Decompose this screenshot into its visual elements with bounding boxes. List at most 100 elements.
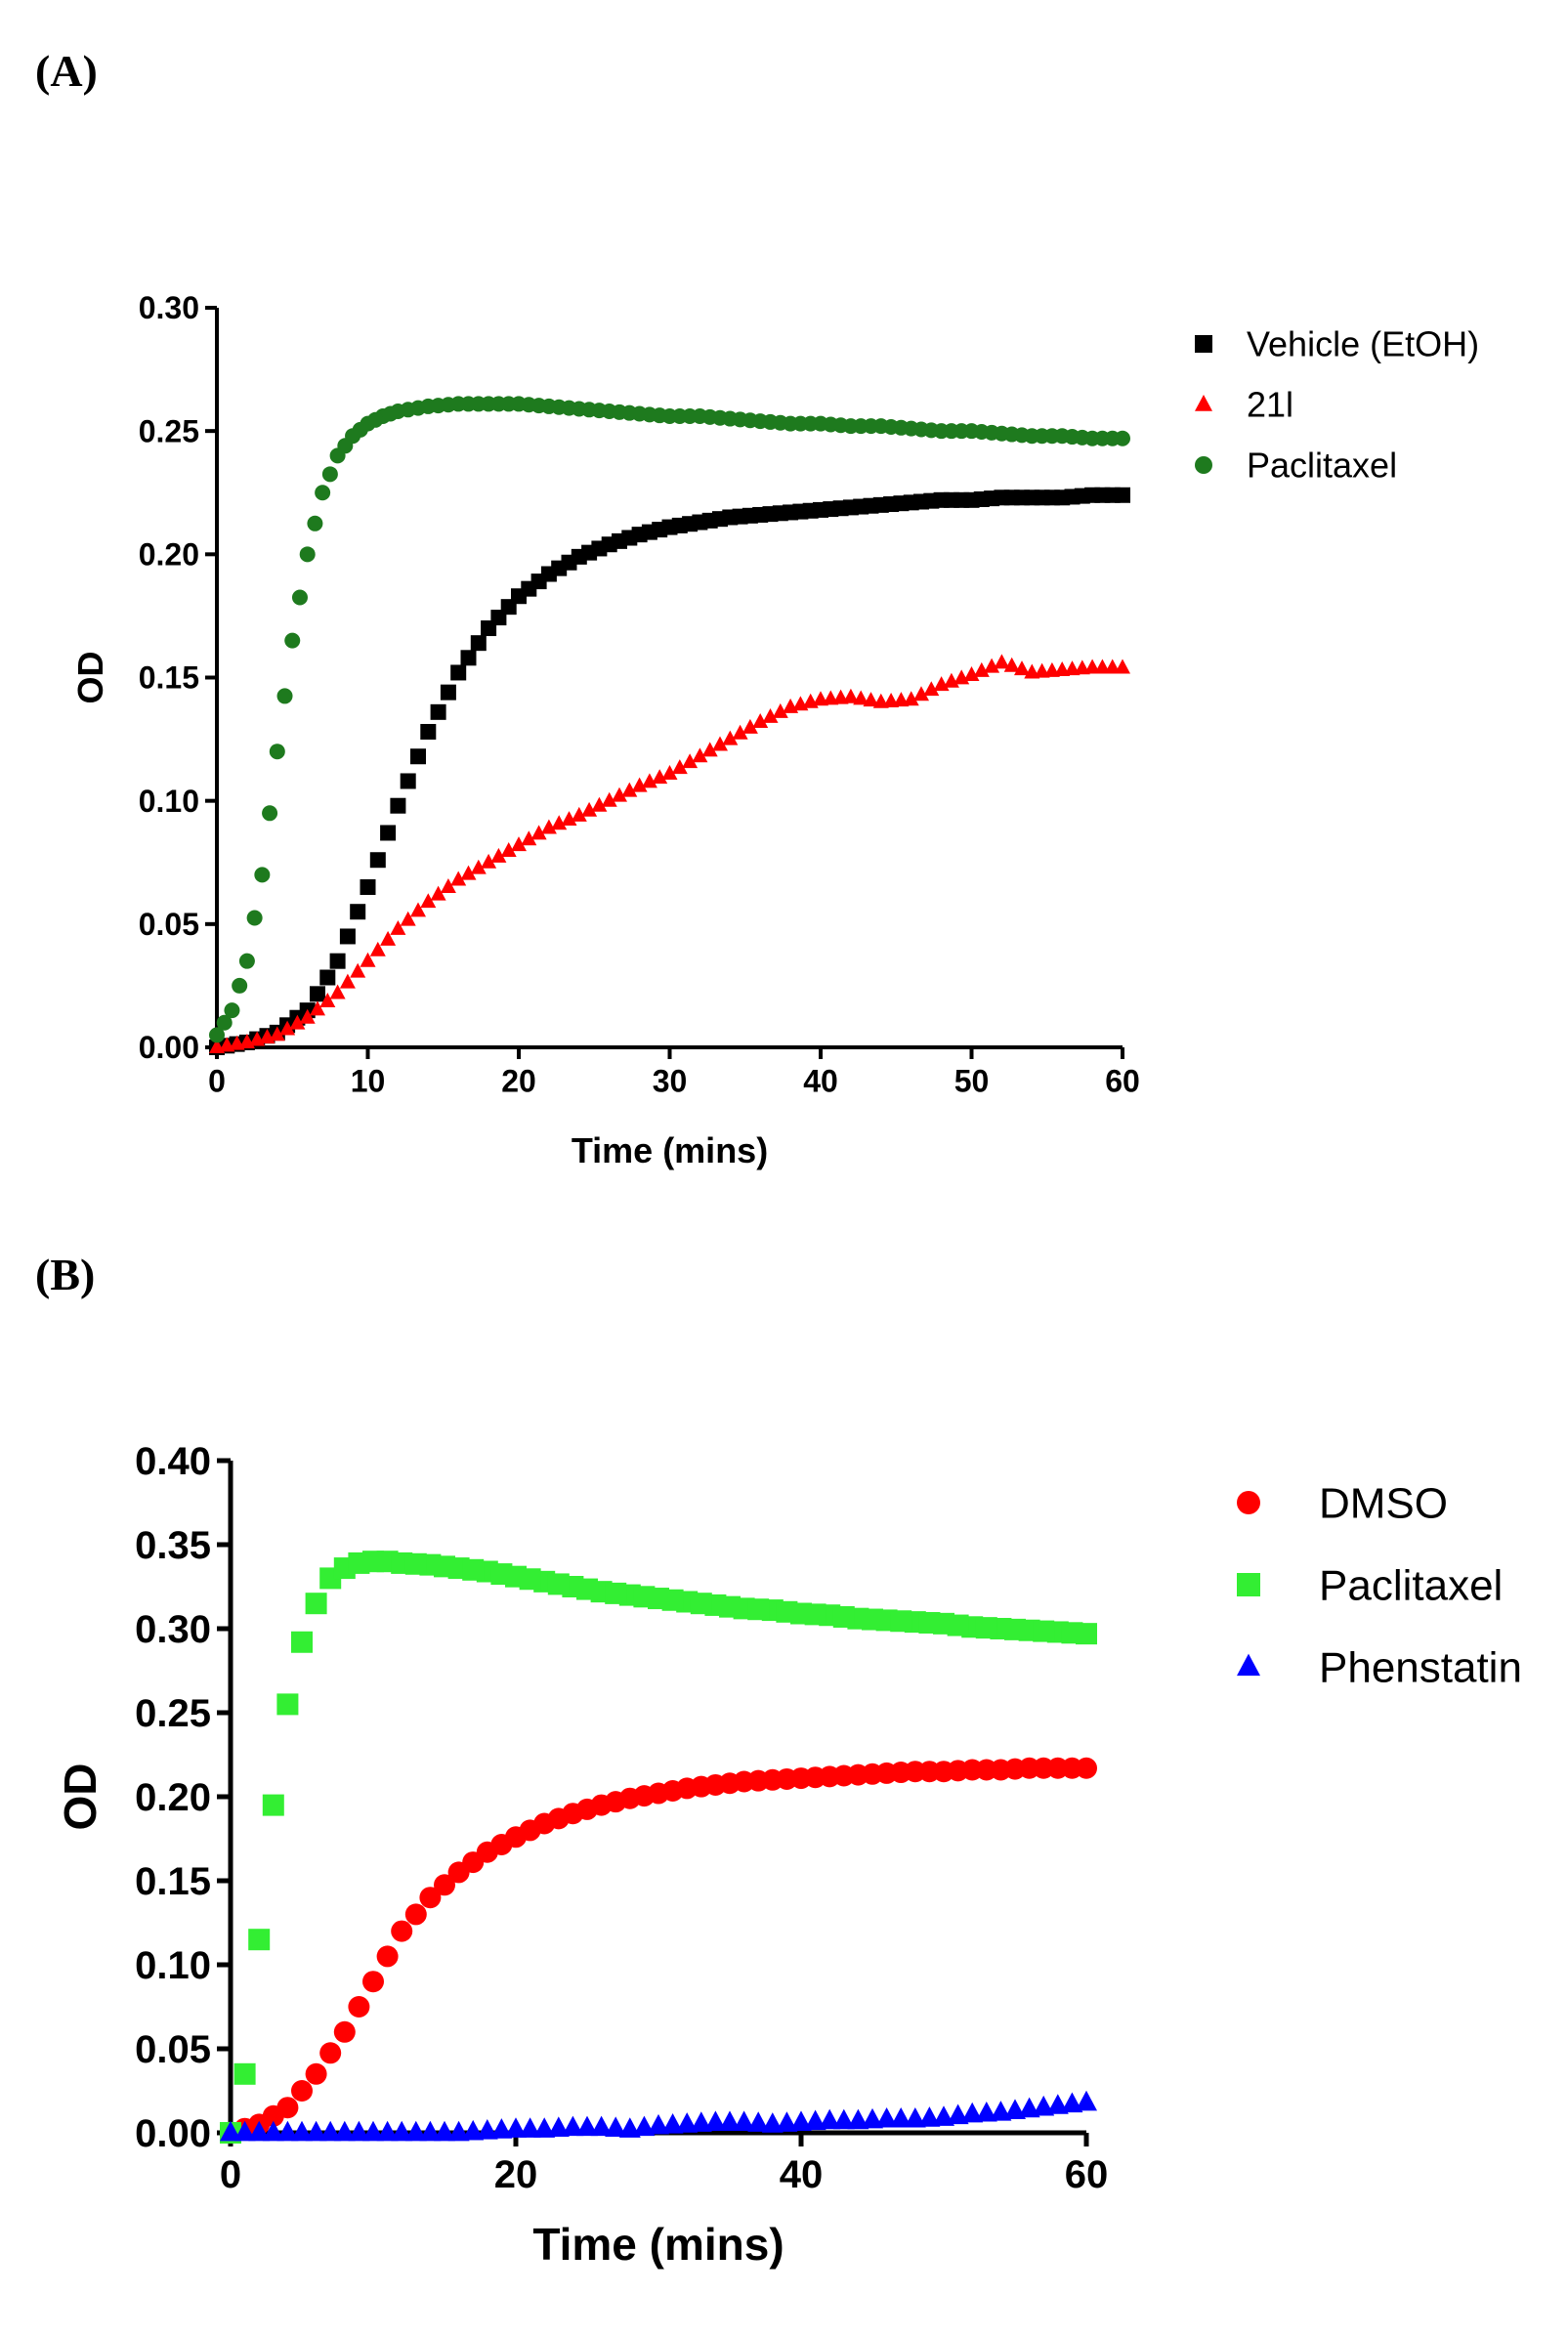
data-point (863, 692, 879, 707)
data-point (276, 1693, 299, 1716)
data-point (776, 1600, 798, 1623)
data-point (460, 865, 477, 880)
data-point (369, 852, 386, 869)
data-point (704, 2110, 727, 2131)
data-point (591, 403, 608, 419)
data-point (440, 684, 456, 701)
y-tick-label: 0.30 (139, 290, 199, 325)
data-point (319, 2042, 342, 2064)
data-point (519, 1819, 541, 1842)
data-point (690, 1593, 712, 1615)
data-point (1004, 1758, 1026, 1780)
data-point (500, 842, 517, 858)
data-point (601, 791, 617, 807)
data-point (352, 421, 368, 438)
data-point (232, 977, 248, 994)
data-point (776, 1767, 798, 1790)
data-point (576, 2115, 598, 2137)
data-point (400, 773, 416, 789)
legend-label: DMSO (1319, 1479, 1448, 1527)
data-point (591, 540, 608, 557)
data-point (890, 2106, 912, 2128)
data-point (369, 941, 386, 956)
data-point (1074, 488, 1090, 504)
data-point (505, 2117, 527, 2138)
y-tick-label: 0.05 (135, 2028, 211, 2071)
data-point (633, 1785, 656, 1807)
data-point (291, 2080, 313, 2102)
data-point (470, 635, 487, 652)
data-point (490, 1563, 513, 1586)
data-point (1061, 2092, 1083, 2113)
data-point (519, 2117, 541, 2138)
data-point (404, 1903, 427, 1926)
data-point (732, 724, 748, 740)
data-point (259, 1028, 275, 1043)
data-point (561, 554, 577, 571)
data-point (903, 691, 919, 706)
data-point (404, 1552, 427, 1575)
chart-panel-b: 0.00 0.05 0.10 0.15 0.20 0.25 0.30 0.35 0.40 0 20 4… (55, 1440, 1522, 2270)
data-point (742, 718, 758, 734)
data-point (420, 893, 437, 909)
y-tick-label: 0.00 (135, 2112, 211, 2155)
data-point (661, 1779, 684, 1802)
data-point (490, 1834, 513, 1856)
data-point (279, 1020, 296, 1036)
data-point (262, 2104, 284, 2127)
data-point (462, 1851, 485, 1874)
legend-label: Phenstatin (1319, 1643, 1522, 1691)
data-point (561, 811, 577, 827)
data-point (923, 681, 940, 697)
data-point (790, 2110, 812, 2131)
data-point (832, 417, 849, 434)
data-point (440, 878, 456, 894)
data-point (1004, 2099, 1026, 2119)
x-tick-label: 60 (1105, 1064, 1140, 1099)
data-point (863, 418, 879, 435)
data-point (591, 796, 608, 812)
data-point (918, 1761, 941, 1783)
data-point (954, 423, 970, 440)
x-tick-label: 50 (954, 1064, 990, 1099)
data-point (863, 497, 879, 514)
x-axis-title: Time (mins) (572, 1130, 768, 1170)
data-point (804, 2109, 826, 2131)
data-point (742, 412, 758, 429)
data-point (975, 1759, 997, 1781)
data-point (923, 492, 940, 509)
data-point (276, 2120, 299, 2142)
y-tick-label: 0.10 (139, 784, 199, 819)
data-point (450, 871, 467, 886)
data-point (1004, 1618, 1026, 1640)
data-point (333, 2020, 356, 2043)
data-point (772, 414, 788, 431)
data-point (904, 2106, 926, 2128)
data-point (561, 400, 577, 416)
data-point (1014, 427, 1030, 444)
data-point (305, 2062, 327, 2085)
data-point (348, 1996, 370, 2018)
data-point (339, 973, 356, 989)
data-point (254, 867, 271, 883)
data-point (310, 986, 325, 1002)
data-point (224, 1002, 240, 1019)
data-point (772, 702, 788, 718)
x-tick-label: 0 (220, 2153, 241, 2196)
data-point (762, 707, 779, 723)
data-point (661, 1589, 684, 1611)
data-point (719, 2110, 741, 2131)
data-point (380, 825, 397, 841)
data-point (712, 511, 728, 528)
data-point (742, 507, 758, 524)
data-point (462, 2119, 485, 2141)
data-point (521, 830, 537, 846)
data-point (641, 773, 657, 788)
data-point (209, 1027, 225, 1043)
data-point (1043, 428, 1060, 445)
y-tick-label: 0.30 (135, 1608, 211, 1651)
x-tick-label: 20 (494, 2153, 538, 2196)
data-point (291, 2120, 313, 2142)
data-point (862, 1763, 883, 1785)
data-point (772, 505, 788, 522)
